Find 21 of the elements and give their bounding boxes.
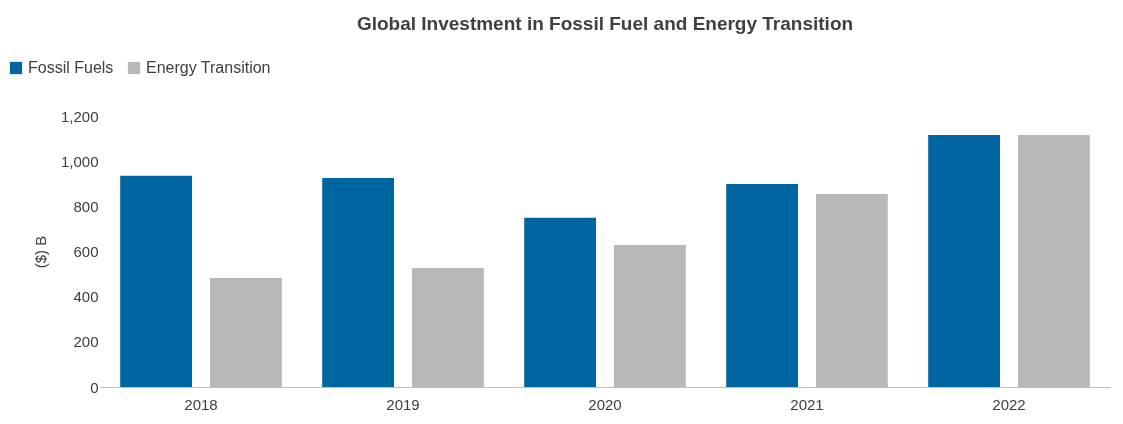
y-tick-label: 600 bbox=[73, 243, 99, 260]
x-tick-label: 2022 bbox=[992, 395, 1026, 413]
y-tick-label: 200 bbox=[73, 333, 99, 351]
bar bbox=[928, 134, 1001, 387]
y-tick-label: 0 bbox=[90, 378, 99, 396]
legend-label: Energy Transition bbox=[146, 59, 271, 76]
x-tick-label: 2021 bbox=[790, 395, 824, 413]
bar bbox=[524, 217, 597, 387]
bar bbox=[120, 175, 193, 387]
y-tick-label: 1,200 bbox=[60, 107, 99, 125]
y-tick-label: 400 bbox=[73, 288, 99, 306]
y-axis-title: ($) B bbox=[31, 235, 49, 269]
x-tick-label: 2018 bbox=[184, 395, 218, 413]
y-tick-label: 1,000 bbox=[60, 152, 99, 170]
legend-label: Fossil Fuels bbox=[28, 59, 114, 76]
x-tick-label: 2019 bbox=[386, 395, 420, 413]
x-tick-label: 2020 bbox=[588, 395, 622, 413]
chart-title: Global Investment in Fossil Fuel and Energy Transition bbox=[356, 13, 854, 34]
bar bbox=[726, 183, 799, 387]
y-tick-label: 800 bbox=[73, 197, 99, 215]
bar bbox=[322, 177, 395, 387]
